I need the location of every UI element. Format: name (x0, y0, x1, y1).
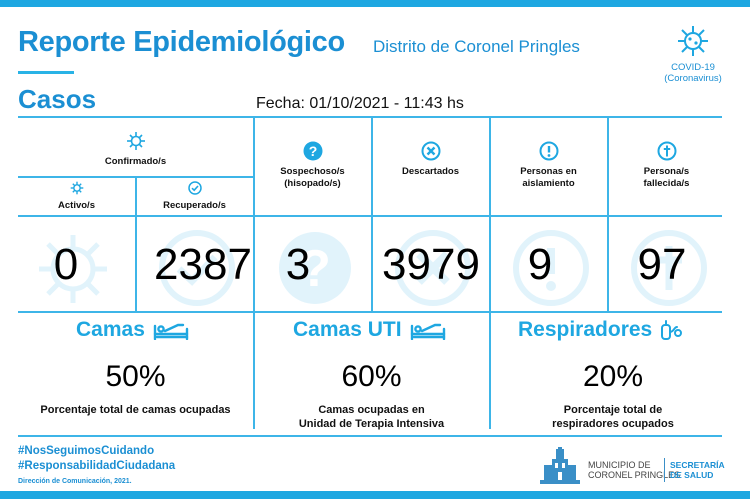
question-icon: ? (279, 232, 351, 304)
activos-header: Activo/s (18, 181, 135, 212)
virus-icon (126, 132, 145, 150)
aislamiento-sublabel: aislamiento (522, 178, 575, 189)
sospechosos-value: 3 (285, 240, 311, 289)
x-circle-icon (421, 141, 440, 161)
divider (18, 435, 722, 437)
divider (18, 311, 722, 313)
municipio-line2: CORONEL PRINGLES (588, 470, 681, 480)
covid-badge: COVID-19 (Coronavirus) (648, 24, 738, 84)
recuperados-label: Recuperado/s (163, 200, 226, 211)
confirmados-header: Confirmado/s (18, 131, 253, 168)
respirator-icon (661, 320, 683, 340)
divider (371, 117, 373, 311)
cross-icon (631, 230, 707, 306)
aislamiento-value: 9 (527, 240, 553, 289)
exclamation-icon (513, 230, 589, 306)
descartados-header: Descartados (372, 141, 489, 178)
camas-desc-line1: Porcentaje total de camas ocupadas (40, 404, 231, 416)
municipio-logo-text: MUNICIPIO DE CORONEL PRINGLES (588, 460, 680, 480)
respiradores-title: Respiradores (518, 318, 683, 342)
divider (253, 117, 255, 429)
title-underline (18, 71, 74, 74)
sospechosos-label: Sospechoso/s (280, 166, 345, 177)
covid-sublabel: (Coronavirus) (664, 73, 722, 84)
report-date: Fecha: 01/10/2021 - 11:43 hs (256, 95, 464, 112)
secretaria-line1: SECRETARÍA (670, 460, 725, 470)
cross-icon (657, 141, 676, 161)
check-circle-icon (159, 230, 235, 306)
recuperados-header: Recuperado/s (136, 181, 253, 212)
respiradores-label: Respiradores (518, 318, 653, 341)
check-circle-icon (187, 181, 202, 195)
descartados-label: Descartados (401, 166, 460, 177)
camas-label: Camas (76, 318, 145, 341)
fallecidos-header: Persona/s fallecida/s (608, 141, 725, 190)
logo-divider (664, 458, 665, 482)
fallecidos-sublabel: fallecida/s (643, 178, 690, 189)
camas-uti-label: Camas UTI (293, 318, 402, 341)
direccion-comunicacion: Dirección de Comunicación, 2021. (18, 478, 132, 485)
respiradores-percent: 20% (582, 360, 644, 393)
divider (607, 117, 609, 311)
municipio-line1: MUNICIPIO DE (588, 460, 651, 470)
exclamation-icon (539, 141, 558, 161)
svg-text:?: ? (308, 143, 317, 159)
report-title: Reporte Epidemiológico (18, 26, 345, 58)
municipio-building-icon (540, 447, 580, 484)
respiradores-desc-line1: Porcentaje total de (563, 404, 663, 416)
virus-icon (70, 181, 83, 195)
bed-icon (410, 323, 445, 340)
top-accent-bar (0, 0, 750, 7)
virus-icon (39, 235, 107, 303)
question-icon: ? (303, 141, 322, 161)
x-circle-icon (395, 230, 471, 306)
svg-text:?: ? (299, 240, 331, 298)
secretaria-logo-text: SECRETARÍA DE SALUD (670, 460, 725, 480)
hashtag-nos-seguimos-cuidando: #NosSeguimosCuidando (18, 445, 155, 457)
divider (18, 215, 722, 217)
camas-percent: 50% (105, 360, 166, 393)
aislamiento-label: Personas en (520, 166, 577, 177)
camas-description: Porcentaje total de camas ocupadas (18, 403, 253, 417)
confirmados-label: Confirmado/s (104, 156, 167, 167)
camas-uti-desc-line1: Camas ocupadas en (318, 404, 425, 416)
fallecidos-value: 97 (637, 240, 687, 289)
district-subtitle: Distrito de Coronel Pringles (373, 37, 580, 56)
bottom-accent-bar (0, 491, 750, 499)
descartados-value: 3979 (382, 240, 480, 289)
camas-uti-percent: 60% (341, 360, 402, 393)
respiradores-desc-line2: respiradores ocupados (552, 418, 674, 430)
sospechosos-header: ? Sospechoso/s (hisopado/s) (254, 141, 371, 190)
fallecidos-label: Persona/s (643, 166, 690, 177)
activos-value: 0 (53, 240, 79, 289)
camas-uti-desc-line2: Unidad de Terapia Intensiva (298, 418, 445, 430)
camas-title: Camas (76, 318, 189, 342)
secretaria-line2: DE SALUD (670, 470, 714, 480)
aislamiento-header: Personas en aislamiento (490, 141, 607, 190)
casos-heading: Casos (18, 84, 97, 114)
camas-uti-title: Camas UTI (293, 318, 446, 342)
virus-icon (678, 26, 708, 56)
bed-icon (153, 323, 189, 340)
respiradores-description: Porcentaje total de respiradores ocupado… (490, 403, 736, 431)
divider (135, 177, 137, 311)
covid-label: COVID-19 (671, 62, 715, 73)
divider (489, 117, 491, 429)
sospechosos-sublabel: (hisopado/s) (284, 178, 341, 189)
camas-uti-description: Camas ocupadas en Unidad de Terapia Inte… (254, 403, 489, 431)
activos-label: Activo/s (58, 200, 95, 211)
divider (18, 116, 722, 118)
recuperados-value: 2387 (154, 240, 252, 289)
hashtag-responsabilidad-ciudadana: #ResponsabilidadCiudadana (18, 460, 176, 472)
